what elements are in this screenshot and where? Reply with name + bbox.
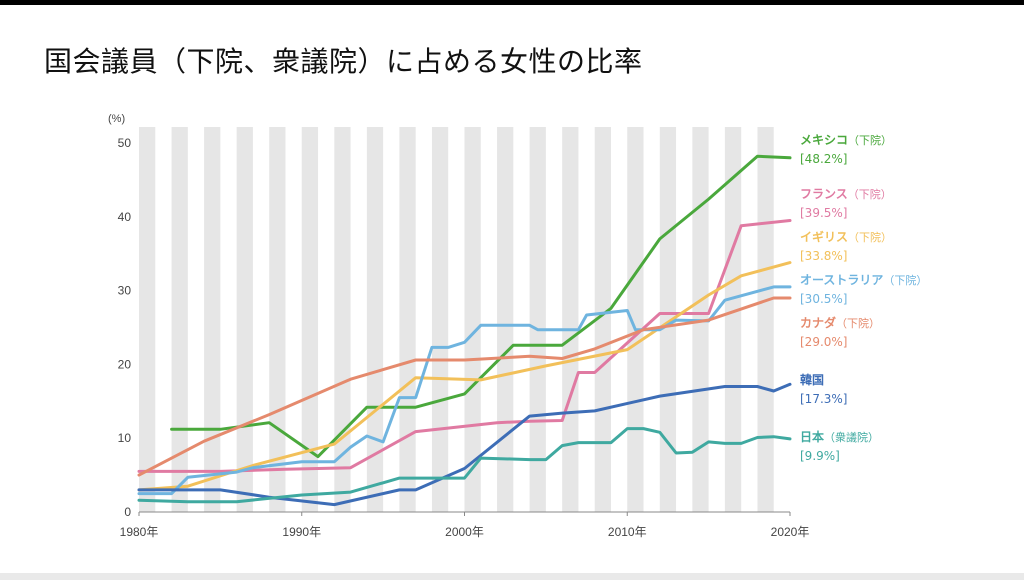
grid-band [204,127,221,512]
legend-name: 韓国 [800,372,824,387]
series-line-japan [137,427,792,504]
grid-band [269,127,286,512]
grid-band [431,127,449,512]
legend-name: フランス（下院） [800,187,892,201]
legend-note: （下院） [848,187,892,201]
legend-item-japan: 日本（衆議院） [9.9%] [800,429,879,463]
y-tick-label: 0 [124,505,131,519]
grid-band [594,127,611,512]
grid-band [236,127,253,512]
legend-item-france: フランス（下院） [39.5%] [800,187,892,220]
legend-value: [29.0%] [800,335,847,349]
grid-band [464,127,481,512]
grid-band [562,127,579,512]
grid-band [757,127,774,512]
axes: 0 10 20 30 40 50 (%) 1980年 1990年 2000年 2010年 2020年 [108,113,809,539]
y-tick-label: 40 [118,210,132,224]
legend-value: [48.2%] [800,152,847,166]
legend-value: [9.9%] [800,449,840,463]
legend-item-italy: イギリス（下院） [33.8%] [800,229,892,263]
grid-band [171,127,188,512]
x-tick-label: 2020年 [771,525,810,539]
legend-note: （下院） [836,316,880,330]
series-line-korea [137,382,792,507]
bottom-border [0,573,1024,580]
legend-value: [39.5%] [800,206,847,220]
legend-name: 日本（衆議院） [800,429,879,444]
legend-item-korea: 韓国 [17.3%] [800,372,847,406]
series-line-mexico [170,154,792,459]
series-line-france [137,219,792,473]
y-tick-label: 50 [118,136,132,150]
grid-band [399,127,416,512]
legend-value: [33.8%] [800,249,847,263]
legend-item-mexico: メキシコ（下院） [48.2%] [800,133,892,166]
series-layer [137,154,792,507]
legend-note: （下院） [883,273,927,287]
legend-name: オーストラリア（下院） [800,273,927,287]
grid-band [301,127,319,512]
x-tick-label: 2010年 [608,525,647,539]
y-tick-label: 10 [118,431,132,445]
legend-note: （下院） [848,230,892,244]
y-axis-unit: (%) [108,113,125,125]
series-line-canada [137,296,792,477]
grid-band [659,127,677,512]
x-tick-label: 1990年 [282,525,321,539]
y-tick-label: 20 [118,357,132,371]
x-tick-label: 1980年 [120,525,159,539]
legend-item-canada: カナダ（下院） [29.0%] [800,315,880,349]
grid-band [139,127,156,512]
top-border [0,0,1024,5]
grid-band [529,127,546,512]
legend-note: （下院） [848,133,892,147]
legend-name: カナダ（下院） [800,315,880,330]
y-tick-label: 30 [118,284,132,298]
x-tick-label: 2000年 [445,525,484,539]
legend-name: イギリス（下院） [800,229,892,244]
legend-value: [17.3%] [800,392,847,406]
legend-value: [30.5%] [800,292,847,306]
legend-name: メキシコ（下院） [800,133,892,147]
grid-band [334,127,351,512]
legend-item-australia: オーストラリア（下院） [30.5%] [800,273,927,306]
grid-band [627,127,644,512]
legend-note: （衆議院） [824,430,879,444]
grid-band [497,127,514,512]
grid-band [724,127,742,512]
page-title: 国会議員（下院、衆議院）に占める女性の比率 [44,45,643,78]
legend: メキシコ（下院） [48.2%] フランス（下院） [39.5%] イギリス（下院） [3… [800,133,927,463]
